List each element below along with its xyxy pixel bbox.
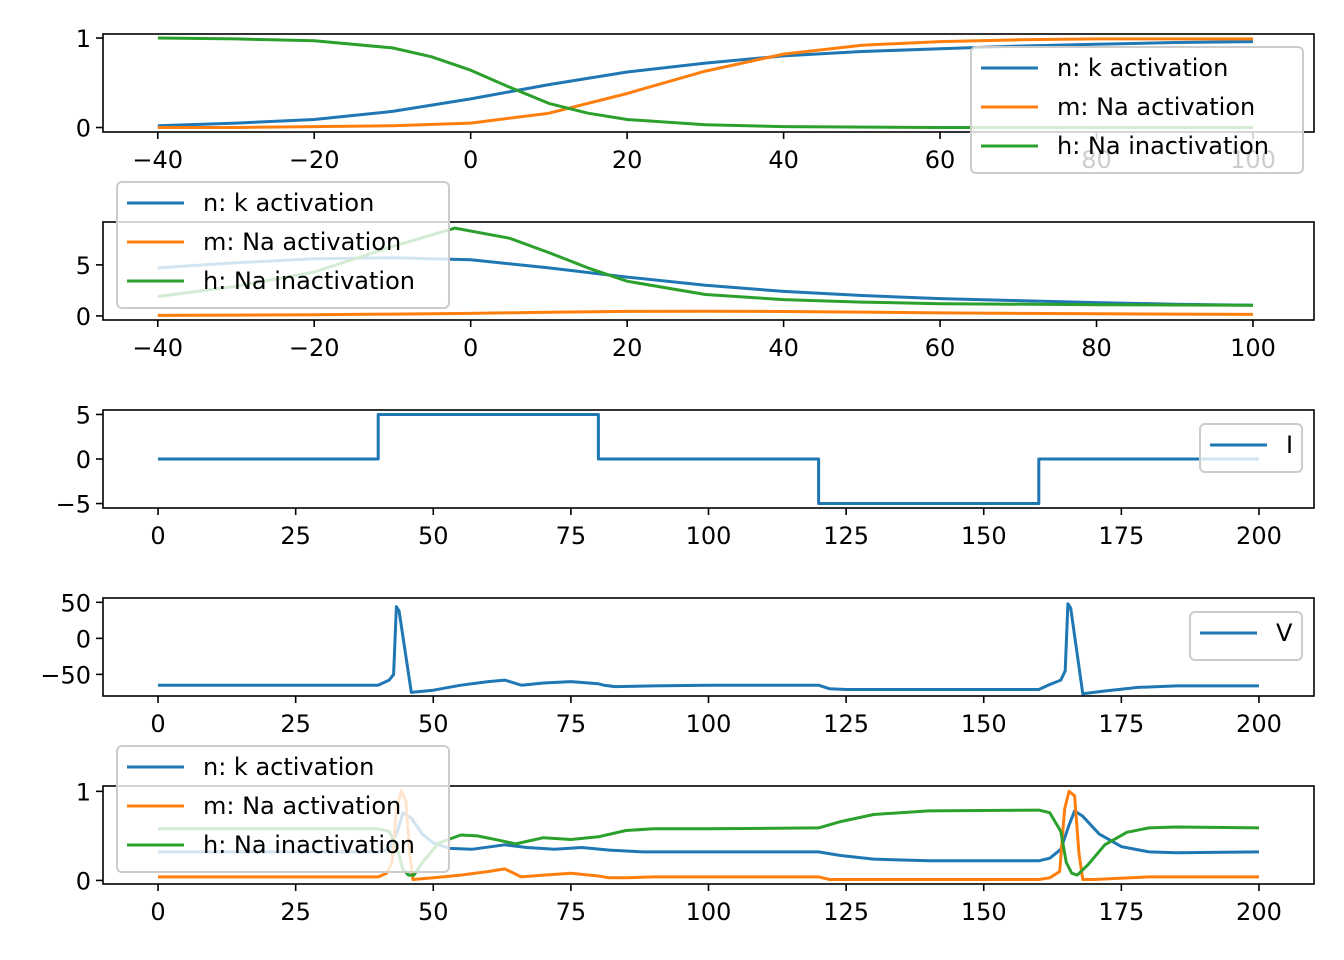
x-tick-label: 175 bbox=[1098, 898, 1144, 926]
y-tick-label: 0 bbox=[76, 446, 91, 474]
legend: n: k activation m: Na activation h: Na ina… bbox=[970, 46, 1304, 174]
x-tick-label: 60 bbox=[925, 146, 956, 174]
x-tick-label: 175 bbox=[1098, 710, 1144, 738]
y-tick-label: 1 bbox=[76, 25, 91, 53]
y-tick-label: 0 bbox=[76, 625, 91, 653]
series-line-m bbox=[157, 37, 1253, 129]
axes-frame bbox=[102, 597, 1315, 697]
x-tick-label: 20 bbox=[612, 146, 643, 174]
series-group bbox=[157, 36, 1254, 129]
x-tick-label: 0 bbox=[150, 710, 165, 738]
x-tick-label: −20 bbox=[289, 146, 340, 174]
x-tick-label: 150 bbox=[961, 710, 1007, 738]
legend-box bbox=[116, 181, 450, 309]
legend-label: h: Na inactivation bbox=[203, 831, 415, 859]
y-tick-label: 0 bbox=[76, 115, 91, 143]
x-tick-label: 0 bbox=[150, 898, 165, 926]
x-tick-label: 60 bbox=[925, 334, 956, 362]
axes-frame bbox=[102, 33, 1315, 133]
x-tick-label: −40 bbox=[132, 334, 183, 362]
y-tick-label: 1 bbox=[76, 778, 91, 806]
series-group bbox=[158, 602, 1259, 696]
x-tick-label: 75 bbox=[556, 522, 587, 550]
panel-current: 0 25 50 75 100 125 150 175 200 −5 0 5 I bbox=[56, 401, 1315, 550]
series-line-h bbox=[157, 36, 1253, 129]
x-tick-label: 50 bbox=[418, 710, 449, 738]
panel-gating_timecourse: 0 25 50 75 100 125 150 175 200 0 1 n: k activation m… bbox=[76, 745, 1315, 926]
x-tick-label: 125 bbox=[823, 710, 869, 738]
x-tick-label: 100 bbox=[686, 898, 732, 926]
x-tick-label: 200 bbox=[1236, 898, 1282, 926]
legend-label: m: Na activation bbox=[203, 228, 401, 256]
legend-box bbox=[970, 46, 1304, 174]
legend-label: I bbox=[1286, 431, 1293, 459]
x-tick-label: −20 bbox=[289, 334, 340, 362]
x-tick-label: 150 bbox=[961, 898, 1007, 926]
x-tick-label: 100 bbox=[686, 710, 732, 738]
y-tick-label: 5 bbox=[76, 401, 91, 429]
series-line-i bbox=[158, 413, 1259, 505]
legend-label: n: k activation bbox=[203, 189, 374, 217]
legend-box bbox=[116, 745, 450, 873]
y-tick-label: 50 bbox=[60, 589, 91, 617]
x-tick-label: 80 bbox=[1081, 334, 1112, 362]
legend-label: n: k activation bbox=[203, 753, 374, 781]
x-tick-label: 25 bbox=[280, 898, 311, 926]
y-tick-label: −50 bbox=[40, 661, 91, 689]
y-tick-label: −5 bbox=[56, 491, 91, 519]
series-line-h bbox=[158, 808, 1260, 877]
x-tick-label: −40 bbox=[132, 146, 183, 174]
x-tick-label: 100 bbox=[686, 522, 732, 550]
legend-label: h: Na inactivation bbox=[203, 267, 415, 295]
legend-label: V bbox=[1276, 619, 1293, 647]
x-tick-label: 200 bbox=[1236, 522, 1282, 550]
legend: V bbox=[1189, 611, 1303, 661]
series-group bbox=[158, 413, 1259, 505]
panel-voltage: 0 25 50 75 100 125 150 175 200 −50 0 50 V bbox=[40, 589, 1315, 738]
x-tick-label: 100 bbox=[1230, 334, 1276, 362]
x-tick-label: 150 bbox=[961, 522, 1007, 550]
axes-frame bbox=[102, 221, 1315, 321]
x-tick-label: 175 bbox=[1098, 522, 1144, 550]
x-tick-label: 40 bbox=[768, 334, 799, 362]
x-tick-label: 25 bbox=[280, 710, 311, 738]
legend-label: m: Na activation bbox=[203, 792, 401, 820]
y-tick-label: 5 bbox=[76, 252, 91, 280]
x-tick-label: 75 bbox=[556, 710, 587, 738]
x-tick-label: 50 bbox=[418, 898, 449, 926]
y-tick-label: 0 bbox=[76, 867, 91, 895]
x-tick-label: 0 bbox=[150, 522, 165, 550]
legend: n: k activation m: Na activation h: Na ina… bbox=[116, 181, 450, 309]
legend-label: h: Na inactivation bbox=[1057, 132, 1269, 160]
legend-label: m: Na activation bbox=[1057, 93, 1255, 121]
x-tick-label: 40 bbox=[768, 146, 799, 174]
x-tick-label: 125 bbox=[823, 898, 869, 926]
y-tick-label: 0 bbox=[76, 303, 91, 331]
legend-label: n: k activation bbox=[1057, 54, 1228, 82]
x-tick-label: 0 bbox=[463, 146, 478, 174]
legend-box bbox=[1189, 611, 1303, 661]
x-tick-label: 50 bbox=[418, 522, 449, 550]
x-tick-label: 75 bbox=[556, 898, 587, 926]
legend-box bbox=[1199, 423, 1303, 473]
legend: I bbox=[1199, 423, 1303, 473]
x-tick-label: 0 bbox=[463, 334, 478, 362]
panel-time_constants: −40 −20 0 20 40 60 80 100 0 5 n: k activation m: Na… bbox=[76, 181, 1315, 362]
series-line-m bbox=[157, 309, 1254, 317]
x-tick-label: 125 bbox=[823, 522, 869, 550]
legend: n: k activation m: Na activation h: Na ina… bbox=[116, 745, 450, 873]
x-tick-label: 25 bbox=[280, 522, 311, 550]
x-tick-label: 200 bbox=[1236, 710, 1282, 738]
series-line-v bbox=[158, 602, 1259, 696]
series-line-n bbox=[157, 40, 1254, 128]
x-tick-label: 20 bbox=[612, 334, 643, 362]
